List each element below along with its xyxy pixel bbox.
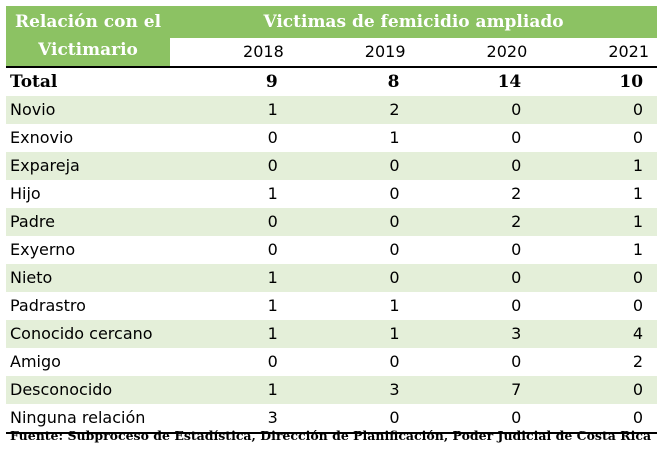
row-value: 0: [291, 404, 414, 434]
row-value: 0: [389, 352, 400, 371]
row-value: 1: [535, 152, 658, 180]
row-value: 0: [535, 376, 658, 404]
header-year: 2019: [291, 38, 414, 67]
table-row: Ninguna relación 3 0 0 0: [6, 404, 658, 434]
header-year: 2018: [170, 38, 292, 67]
total-value: 9: [170, 66, 292, 96]
table-row: Padrastro 1 1 0 0: [6, 292, 657, 320]
table-row: Novio 1 2 0 0: [6, 96, 658, 124]
row-value: 0: [535, 96, 658, 124]
row-value: 0: [511, 352, 522, 371]
row-value: 1: [170, 96, 292, 124]
row-label: Exyerno: [10, 240, 76, 259]
row-label: Novio: [6, 96, 170, 124]
row-value: 0: [267, 240, 278, 259]
row-value: 4: [535, 320, 658, 348]
row-label: Padrastro: [10, 296, 86, 315]
row-value: 0: [632, 128, 644, 147]
row-value: 7: [413, 376, 536, 404]
row-value: 0: [170, 152, 292, 180]
total-value: 8: [291, 66, 414, 96]
table-row: Conocido cercano 1 1 3 4: [6, 320, 658, 348]
row-value: 0: [267, 352, 278, 371]
table-row: Exnovio 0 1 0 0: [6, 124, 657, 152]
row-value: 1: [535, 208, 658, 236]
row-value: 2: [632, 352, 644, 371]
row-label: Desconocido: [6, 376, 170, 404]
header-year: 2021: [535, 38, 658, 67]
row-value: 0: [291, 152, 414, 180]
total-label: Total: [6, 66, 170, 96]
row-value: 1: [632, 240, 644, 259]
row-value: 1: [389, 296, 400, 315]
row-value: 0: [389, 184, 400, 203]
row-label: Padre: [6, 208, 170, 236]
row-value: 1: [389, 128, 400, 147]
row-label: Ninguna relación: [6, 404, 170, 434]
row-label: Amigo: [10, 352, 61, 371]
header-year: 2020: [413, 38, 536, 67]
total-row: Total 9 8 14 10: [6, 66, 658, 96]
row-value: 3: [170, 404, 292, 434]
row-value: 0: [291, 264, 414, 292]
table-row: Amigo 0 0 0 2: [6, 348, 657, 376]
row-value: 0: [413, 404, 536, 434]
total-value: 10: [535, 66, 658, 96]
row-value: 2: [511, 184, 522, 203]
row-label: Nieto: [6, 264, 170, 292]
header-relation: Relación con el Victimario: [6, 6, 170, 67]
table-row: Hijo 1 0 2 1: [6, 180, 657, 208]
source-note: Fuente: Subproceso de Estadística, Direc…: [10, 428, 652, 443]
row-label: Conocido cercano: [6, 320, 170, 348]
row-label: Exnovio: [10, 128, 74, 147]
table-row: Padre 0 0 2 1: [6, 208, 658, 236]
femicide-table-container: Relación con el Victimario Victimas de f…: [6, 6, 658, 434]
row-value: 0: [413, 152, 536, 180]
table-row: Expareja 0 0 0 1: [6, 152, 658, 180]
row-value: 0: [511, 296, 522, 315]
row-value: 1: [170, 376, 292, 404]
row-value: 0: [511, 128, 522, 147]
row-value: 0: [413, 96, 536, 124]
row-value: 2: [413, 208, 536, 236]
row-value: 1: [291, 320, 414, 348]
row-value: 0: [632, 296, 644, 315]
row-value: 3: [291, 376, 414, 404]
row-value: 1: [267, 296, 278, 315]
row-value: 1: [632, 184, 644, 203]
row-label: Expareja: [6, 152, 170, 180]
row-value: 2: [291, 96, 414, 124]
table-row: Exyerno 0 0 0 1: [6, 236, 657, 264]
row-value: 0: [535, 404, 658, 434]
row-value: 0: [413, 264, 536, 292]
row-label: Hijo: [10, 184, 41, 203]
row-value: 0: [267, 128, 278, 147]
row-value: 1: [170, 264, 292, 292]
femicide-table: Relación con el Victimario Victimas de f…: [6, 6, 658, 434]
row-value: 0: [511, 240, 522, 259]
row-value: 0: [389, 240, 400, 259]
row-value: 0: [291, 208, 414, 236]
table-row: Nieto 1 0 0 0: [6, 264, 658, 292]
header-title: Victimas de femicidio ampliado: [170, 6, 658, 38]
table-row: Desconocido 1 3 7 0: [6, 376, 658, 404]
row-value: 0: [535, 264, 658, 292]
row-value: 1: [267, 184, 278, 203]
total-value: 14: [413, 66, 536, 96]
row-value: 1: [170, 320, 292, 348]
row-value: 0: [170, 208, 292, 236]
row-value: 3: [413, 320, 536, 348]
